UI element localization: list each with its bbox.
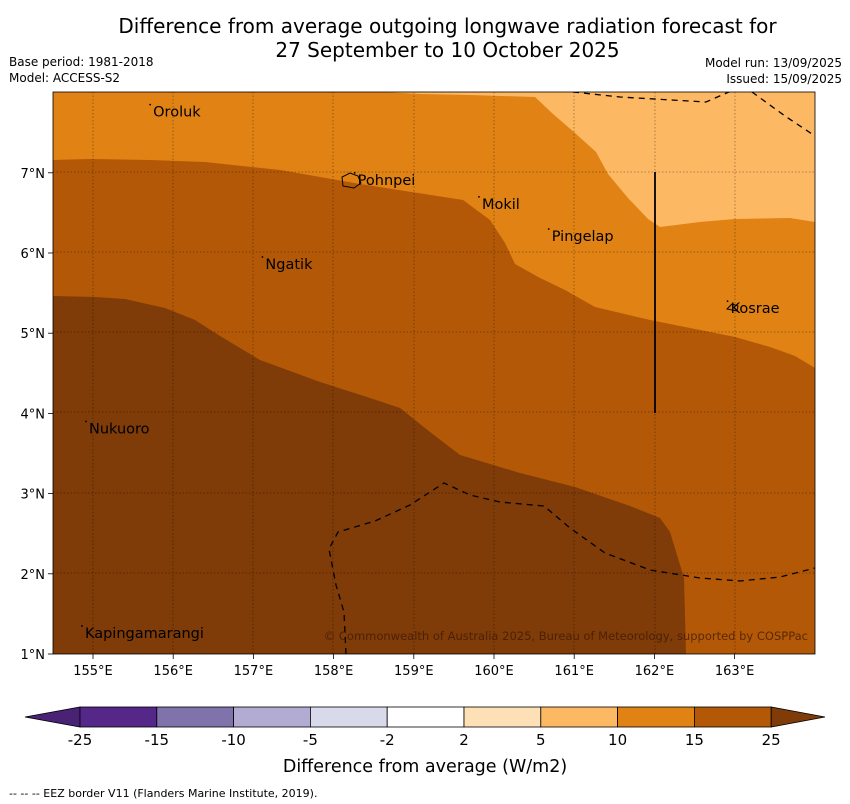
map-frame: [52, 91, 816, 655]
longitude-tick-label: 155°E: [73, 664, 113, 679]
latitude-tick-label: 1°N: [21, 648, 46, 663]
colorbar-swatch: [463, 706, 542, 728]
place-marker: [261, 256, 264, 258]
colorbar-tick-label: 2: [459, 731, 469, 749]
place-label-kosrae: Kosrae: [731, 301, 780, 317]
colorbar-tick-label: -2: [380, 731, 395, 749]
colorbar-extend-high: [770, 706, 826, 728]
issued-label: Issued: 15/09/2025: [726, 72, 842, 86]
map-plot-area: [53, 92, 815, 654]
colorbar-swatch: [233, 706, 311, 728]
place-label-pingelap: Pingelap: [552, 229, 614, 245]
place-marker: [353, 171, 356, 174]
place-marker: [478, 195, 480, 198]
longitude-tick-label: 158°E: [314, 664, 354, 679]
place-label-pohnpei: Pohnpei: [358, 173, 416, 189]
place-label-kapingamarangi: Kapingamarangi: [85, 626, 204, 642]
colorbar-title: Difference from average (W/m2): [283, 757, 567, 777]
colorbar: [24, 706, 826, 728]
longitude-tick-label: 163°E: [715, 664, 755, 679]
place-label-mokil: Mokil: [482, 197, 520, 213]
eez-border-lines: [328, 92, 815, 654]
place-labels: Oroluk Pohnpei Mokil Pingelap Ngatik Kosrae Nu…: [81, 103, 780, 642]
longitude-tick-label: 162°E: [635, 664, 675, 679]
place-label-nukuoro: Nukuoro: [89, 421, 150, 437]
longitude-tick-label: 156°E: [153, 664, 193, 679]
model-label: Model: ACCESS-S2: [9, 71, 121, 85]
graticule: [53, 92, 815, 654]
place-label-oroluk: Oroluk: [153, 105, 201, 121]
eez-footnote: -- -- -- EEZ border V11 (Flanders Marine…: [9, 787, 317, 800]
longitude-tick-label: 157°E: [234, 664, 274, 679]
latitude-tick-label: 2°N: [21, 568, 46, 583]
latitude-tick-labels: 1°N 2°N 3°N 4°N 5°N 6°N 7°N: [21, 167, 53, 663]
colorbar-swatch: [386, 706, 465, 728]
colorbar-swatch: [309, 706, 388, 728]
latitude-tick-label: 6°N: [21, 247, 46, 262]
kosrae-island-outline: [725, 303, 739, 312]
colorbar-swatch: [617, 706, 695, 728]
colorbar-tick-label: 10: [608, 731, 627, 749]
place-marker: [85, 420, 87, 423]
chart-title-line-2: 27 September to 10 October 2025: [275, 38, 620, 62]
colorbar-tick-label: 5: [536, 731, 546, 749]
colorbar-tick-label: -25: [68, 731, 93, 749]
latitude-tick-label: 3°N: [21, 488, 46, 503]
longitude-tick-labels: 155°E 156°E 157°E 158°E 159°E 160°E 161°E 162°E…: [73, 654, 754, 679]
place-marker: [547, 228, 550, 230]
colorbar-tick-label: -10: [221, 731, 246, 749]
region-5-to-10: [380, 92, 815, 227]
place-marker: [81, 625, 83, 627]
place-label-ngatik: Ngatik: [265, 257, 313, 273]
pohnpei-island-outline: [341, 172, 362, 189]
latitude-tick-label: 4°N: [21, 407, 46, 422]
latitude-tick-label: 7°N: [21, 167, 46, 182]
colorbar-tick-label: -15: [145, 731, 170, 749]
place-marker: [149, 103, 152, 106]
longitude-tick-label: 160°E: [474, 664, 514, 679]
colorbar-tick-labels: -25 -15 -10 -5 -2 2 5 10 15 25: [68, 731, 781, 749]
colorbar-tick-label: -5: [303, 731, 318, 749]
place-marker: [726, 300, 729, 303]
colorbar-swatch: [694, 706, 772, 728]
colorbar-extend-low: [24, 706, 81, 728]
colorbar-swatch: [79, 706, 158, 728]
longitude-tick-label: 159°E: [394, 664, 434, 679]
colorbar-swatch: [156, 706, 235, 728]
colorbar-swatch: [540, 706, 618, 728]
colorbar-tick-label: 25: [762, 731, 781, 749]
model-run-label: Model run: 13/09/2025: [704, 56, 842, 70]
chart-title-line-1: Difference from average outgoing longwav…: [118, 14, 777, 38]
base-period-label: Base period: 1981-2018: [9, 55, 154, 69]
copyright-notice: © Commonwealth of Australia 2025, Bureau…: [324, 629, 808, 643]
longitude-tick-label: 161°E: [554, 664, 594, 679]
colorbar-tick-label: 15: [685, 731, 704, 749]
latitude-tick-label: 5°N: [21, 327, 46, 342]
